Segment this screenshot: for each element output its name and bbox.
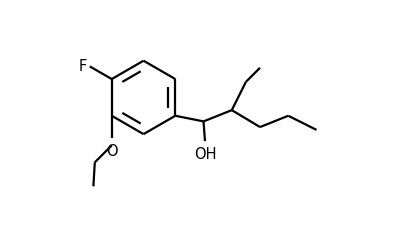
Text: OH: OH xyxy=(194,147,216,162)
Text: F: F xyxy=(79,59,87,74)
Text: O: O xyxy=(106,144,118,159)
